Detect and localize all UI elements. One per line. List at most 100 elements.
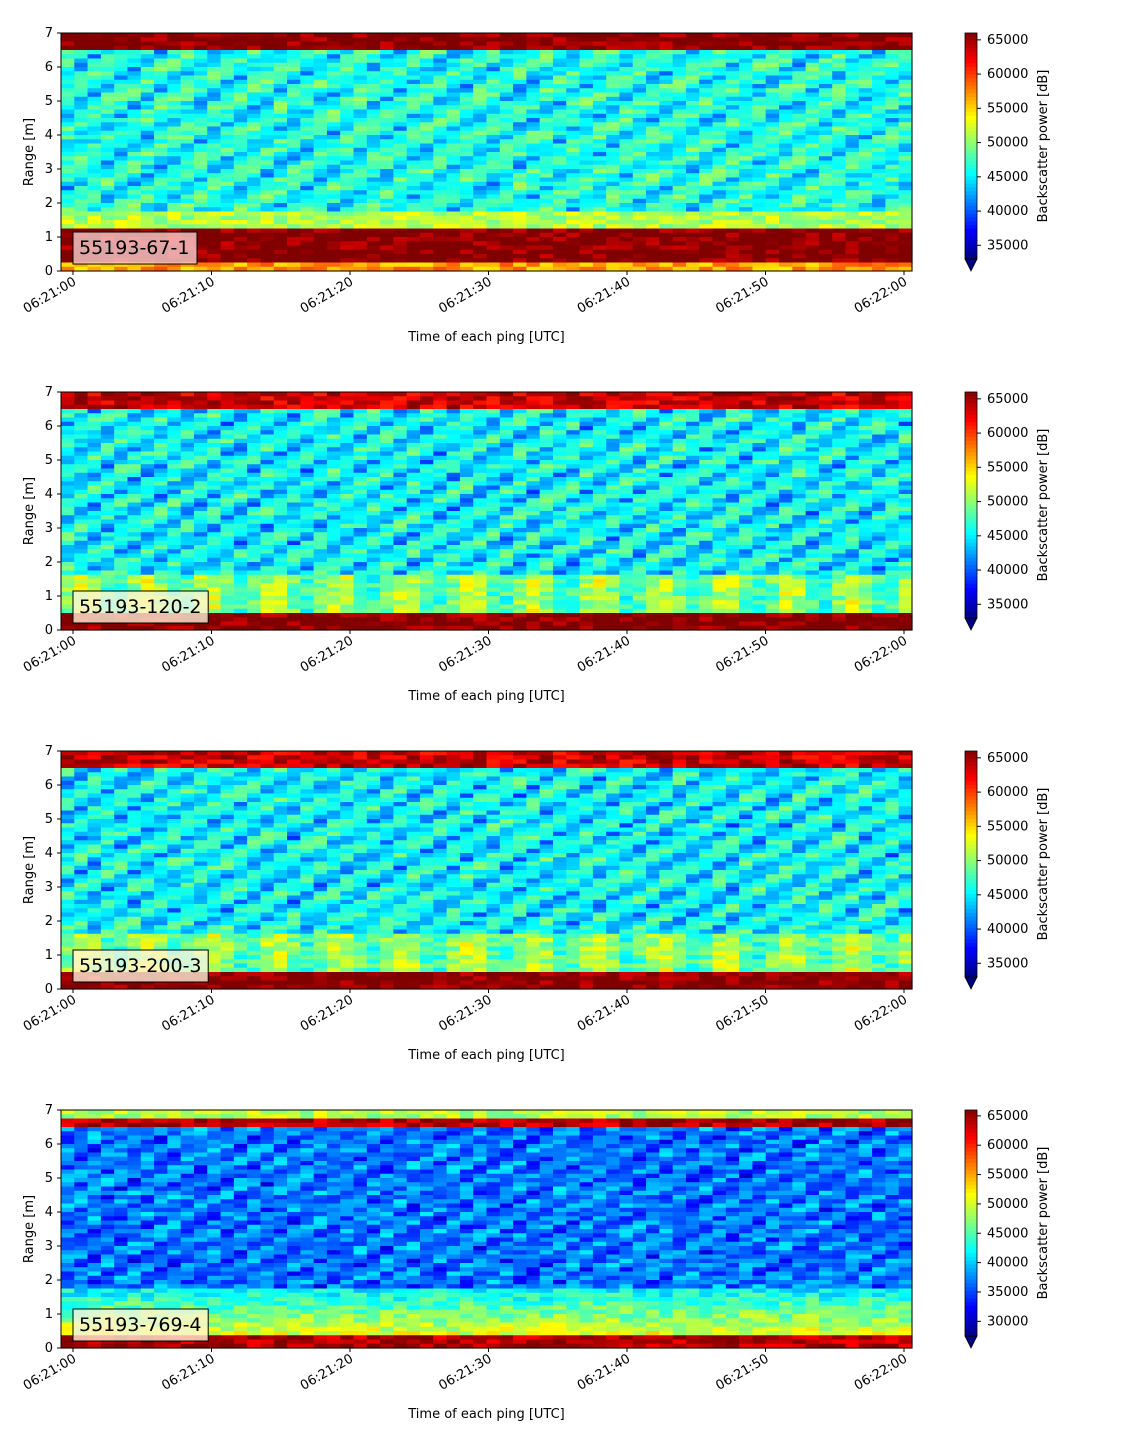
heatmap-cell xyxy=(274,396,288,401)
heatmap-cell xyxy=(234,144,248,149)
heatmap-cell xyxy=(181,503,195,508)
heatmap-cell xyxy=(287,59,301,64)
heatmap-cell xyxy=(726,80,740,85)
heatmap-cell xyxy=(274,250,288,255)
heatmap-cell xyxy=(846,152,860,157)
heatmap-cell xyxy=(713,33,727,38)
heatmap-cell xyxy=(207,571,221,576)
heatmap-cell xyxy=(221,511,235,516)
heatmap-cell xyxy=(88,178,102,183)
heatmap-cell xyxy=(699,216,713,221)
heatmap-cell xyxy=(61,464,75,469)
heatmap-cell xyxy=(327,165,341,170)
heatmap-cell xyxy=(393,46,407,51)
heatmap-cell xyxy=(287,490,301,495)
heatmap-cell xyxy=(500,190,514,195)
heatmap-cell xyxy=(566,122,580,127)
heatmap-cell xyxy=(686,254,700,259)
heatmap-cell xyxy=(274,233,288,238)
heatmap-cell xyxy=(407,224,421,229)
heatmap-cell xyxy=(566,250,580,255)
heatmap-cell xyxy=(88,63,102,68)
heatmap-cell xyxy=(739,263,753,268)
heatmap-cell xyxy=(274,486,288,491)
heatmap-cell xyxy=(127,173,141,178)
heatmap-cell xyxy=(74,528,88,533)
heatmap-cell xyxy=(234,156,248,161)
heatmap-cell xyxy=(114,182,128,187)
heatmap-cell xyxy=(207,186,221,191)
heatmap-cell xyxy=(792,178,806,183)
heatmap-cell xyxy=(247,469,261,474)
heatmap-cell xyxy=(141,46,155,51)
heatmap-cell xyxy=(739,131,753,136)
heatmap-cell xyxy=(872,84,886,89)
heatmap-cell xyxy=(819,237,833,242)
heatmap-cell xyxy=(207,135,221,140)
heatmap-cell xyxy=(739,207,753,212)
heatmap-cell xyxy=(513,190,527,195)
heatmap-cell xyxy=(221,50,235,55)
heatmap-cell xyxy=(354,520,368,525)
heatmap-cell xyxy=(194,541,208,546)
heatmap-cell xyxy=(88,447,102,452)
heatmap-cell xyxy=(314,494,328,499)
heatmap-cell xyxy=(260,241,274,246)
heatmap-cell xyxy=(513,254,527,259)
heatmap-cell xyxy=(61,42,75,47)
heatmap-cell xyxy=(327,532,341,537)
heatmap-cell xyxy=(247,216,261,221)
heatmap-cell xyxy=(646,186,660,191)
heatmap-cell xyxy=(420,216,434,221)
heatmap-cell xyxy=(739,135,753,140)
heatmap-cell xyxy=(340,186,354,191)
heatmap-cell xyxy=(447,207,461,212)
heatmap-cell xyxy=(247,409,261,414)
heatmap-cell xyxy=(327,460,341,465)
heatmap-cell xyxy=(500,42,514,47)
heatmap-cell xyxy=(61,401,75,406)
heatmap-cell xyxy=(221,503,235,508)
heatmap-cell xyxy=(460,263,474,268)
heatmap-cell xyxy=(899,37,913,42)
heatmap-cell xyxy=(872,173,886,178)
heatmap-cell xyxy=(580,88,594,93)
heatmap-cell xyxy=(167,165,181,170)
heatmap-cell xyxy=(141,33,155,38)
heatmap-cell xyxy=(181,80,195,85)
heatmap-cell xyxy=(606,190,620,195)
heatmap-cell xyxy=(633,186,647,191)
heatmap-cell xyxy=(221,165,235,170)
heatmap-cell xyxy=(540,173,554,178)
heatmap-cell xyxy=(885,97,899,102)
heatmap-cell xyxy=(221,443,235,448)
heatmap-cell xyxy=(806,105,820,110)
heatmap-cell xyxy=(354,498,368,503)
y-tick-label: 7 xyxy=(45,26,53,41)
heatmap-cell xyxy=(314,558,328,563)
heatmap-cell xyxy=(819,139,833,144)
heatmap-cell xyxy=(420,173,434,178)
heatmap-cell xyxy=(726,203,740,208)
heatmap-cell xyxy=(619,33,633,38)
heatmap-cell xyxy=(300,114,314,119)
heatmap-cell xyxy=(380,161,394,166)
heatmap-cell xyxy=(88,118,102,123)
heatmap-cell xyxy=(61,494,75,499)
heatmap-cell xyxy=(207,131,221,136)
heatmap-cell xyxy=(606,127,620,132)
heatmap-cell xyxy=(713,110,727,115)
heatmap-cell xyxy=(194,178,208,183)
heatmap-cell xyxy=(327,392,341,397)
heatmap-cell xyxy=(899,199,913,204)
heatmap-cell xyxy=(885,33,899,38)
heatmap-cell xyxy=(473,254,487,259)
heatmap-cell xyxy=(127,460,141,465)
heatmap-cell xyxy=(779,263,793,268)
heatmap-cell xyxy=(340,93,354,98)
heatmap-cell xyxy=(274,195,288,200)
heatmap-cell xyxy=(367,144,381,149)
heatmap-cell xyxy=(167,127,181,132)
heatmap-cell xyxy=(739,165,753,170)
heatmap-cell xyxy=(380,122,394,127)
